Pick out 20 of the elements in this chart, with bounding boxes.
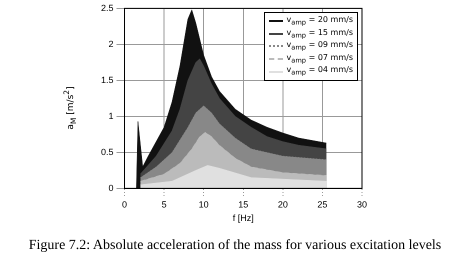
y-tick-label: 1.5: [100, 74, 114, 85]
legend-label: v$_{amp}$ = 15 mm/s: [286, 28, 353, 40]
y-tick-label: 1: [108, 110, 114, 121]
x-axis-title: f [Hz]: [232, 213, 254, 224]
legend-label: v$_{amp}$ = 09 mm/s: [286, 40, 353, 53]
x-tick-label: 25: [317, 199, 328, 210]
x-tick-label: 0: [122, 199, 128, 210]
x-tick-label: 30: [356, 199, 367, 210]
x-tick-label: 20: [278, 199, 288, 210]
y-tick-label: 2.5: [100, 2, 114, 13]
y-tick-label: 0.5: [100, 146, 114, 157]
y-tick-label: 2: [108, 38, 114, 49]
legend-label: v$_{amp}$ = 04 mm/s: [286, 65, 353, 78]
legend-label: v$_{amp}$ = 07 mm/s: [286, 52, 353, 66]
caption: Figure 7.2: Absolute acceleration of the mass for various excitation levels: [28, 238, 442, 254]
x-tick-label: 5: [162, 199, 167, 210]
legend-label: v$_{amp}$ = 20 mm/s: [286, 15, 353, 28]
x-tick-label: 15: [238, 199, 248, 210]
y-tick-label: 0: [108, 182, 114, 193]
x-tick-label: 10: [198, 199, 209, 210]
